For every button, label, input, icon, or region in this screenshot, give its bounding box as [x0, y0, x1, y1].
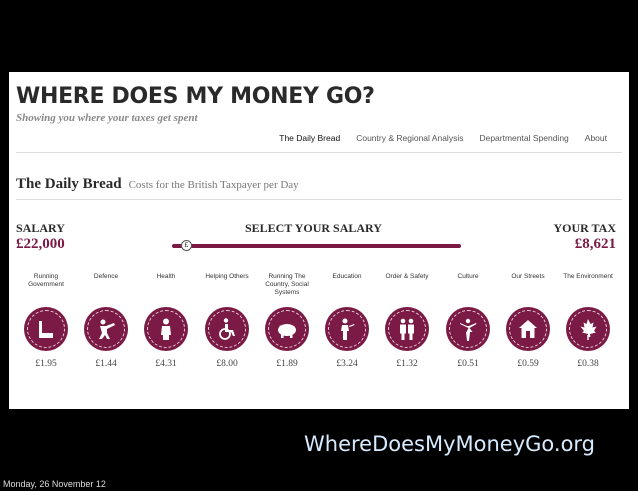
- leaf-icon[interactable]: [566, 307, 610, 351]
- category-label: Culture: [457, 273, 479, 280]
- nav-country-regional-analysis[interactable]: Country & Regional Analysis: [356, 133, 464, 143]
- tax-value: £8,621: [574, 236, 616, 252]
- category-label: Education: [332, 273, 362, 280]
- section-subtitle: Costs for the British Taxpayer per Day: [128, 179, 299, 191]
- nav-divider: [16, 152, 622, 153]
- category-amount: £4.31: [155, 359, 177, 369]
- ballerina-icon[interactable]: [446, 307, 490, 351]
- site-tagline: Showing you where your taxes get spent: [16, 112, 198, 124]
- wheelchair-icon[interactable]: [205, 307, 249, 351]
- category-amount: £1.44: [95, 359, 117, 369]
- category-label: Our Streets: [511, 273, 545, 280]
- website-screenshot: WHERE DOES MY MONEY GO? Showing you wher…: [9, 72, 629, 409]
- section-title: The Daily Bread: [16, 176, 122, 192]
- house-icon[interactable]: [506, 307, 550, 351]
- category-label: The Environment: [563, 273, 613, 280]
- slide-date: Monday, 26 November 12: [3, 479, 106, 489]
- salary-value: £22,000: [16, 236, 65, 252]
- category-label: Helping Others: [205, 273, 249, 280]
- section-heading: The Daily Bread Costs for the British Ta…: [16, 175, 299, 193]
- salary-label: SALARY: [16, 221, 65, 235]
- select-salary-label: SELECT YOUR SALARY: [245, 221, 382, 235]
- police-icon[interactable]: [385, 307, 429, 351]
- category-culture[interactable]: Culture £0.51: [438, 273, 498, 369]
- salary-slider-handle[interactable]: £: [181, 240, 192, 251]
- main-nav: The Daily Bread Country & Regional Analy…: [279, 133, 607, 143]
- category-label: Health: [156, 273, 176, 280]
- category-amount: £0.38: [577, 359, 599, 369]
- nav-daily-bread[interactable]: The Daily Bread: [279, 133, 341, 143]
- category-running-government[interactable]: Running Government £1.95: [16, 273, 76, 369]
- site-title[interactable]: WHERE DOES MY MONEY GO?: [16, 84, 375, 109]
- category-label: Defence: [93, 273, 119, 280]
- building-icon[interactable]: [24, 307, 68, 351]
- piggy-bank-icon[interactable]: [265, 307, 309, 351]
- salary-slider[interactable]: [172, 244, 461, 248]
- category-running-country[interactable]: Running The Country, Social Systems £1.8…: [257, 273, 317, 369]
- category-our-streets[interactable]: Our Streets £0.59: [498, 273, 558, 369]
- nav-about[interactable]: About: [584, 133, 607, 143]
- category-label: Running Government: [28, 273, 64, 288]
- soldier-icon[interactable]: [84, 307, 128, 351]
- category-amount: £1.32: [396, 359, 418, 369]
- category-amount: £1.95: [35, 359, 57, 369]
- category-amount: £3.24: [336, 359, 358, 369]
- tax-label: YOUR TAX: [553, 221, 616, 235]
- slide-url-caption: WhereDoesMyMoneyGo.org: [304, 432, 596, 456]
- category-education[interactable]: Education £3.24: [317, 273, 377, 369]
- category-amount: £8.00: [216, 359, 238, 369]
- section-divider: [16, 199, 622, 200]
- nav-departmental-spending[interactable]: Departmental Spending: [479, 133, 569, 143]
- category-label: Order & Safety: [385, 273, 429, 280]
- category-amount: £0.51: [457, 359, 479, 369]
- category-environment[interactable]: The Environment £0.38: [558, 273, 618, 369]
- category-defence[interactable]: Defence £1.44: [76, 273, 136, 369]
- teacher-icon[interactable]: [325, 307, 369, 351]
- category-amount: £0.59: [517, 359, 539, 369]
- category-order-safety[interactable]: Order & Safety £1.32: [377, 273, 437, 369]
- category-amount: £1.89: [276, 359, 298, 369]
- category-health[interactable]: Health £4.31: [136, 273, 196, 369]
- nurse-icon[interactable]: [144, 307, 188, 351]
- category-helping-others[interactable]: Helping Others £8.00: [197, 273, 257, 369]
- category-label: Running The Country, Social Systems: [265, 273, 309, 296]
